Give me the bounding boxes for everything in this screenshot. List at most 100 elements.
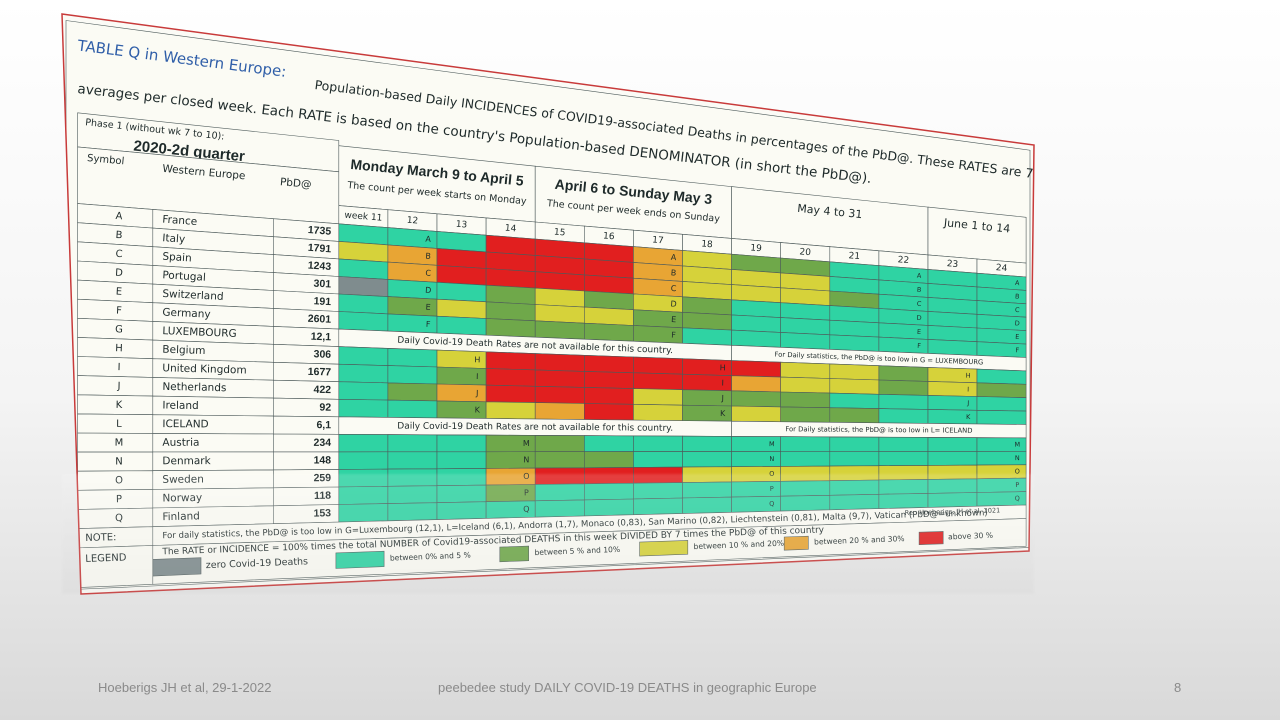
rate-cell [682, 389, 732, 407]
rate-cell [583, 290, 634, 311]
rate-cell [534, 353, 585, 372]
row-marker: C [671, 284, 678, 293]
row-symbol: D [115, 268, 124, 279]
row-pbd: 306 [313, 348, 331, 361]
rate-cell [338, 241, 389, 263]
rate-cell [633, 388, 683, 406]
row-country: Denmark [162, 455, 211, 467]
rate-cell [927, 339, 978, 356]
week-label: 24 [995, 263, 1007, 274]
week-label: 12 [406, 216, 418, 227]
rate-cell [976, 409, 1027, 425]
row-marker: B [917, 286, 922, 294]
week-label: 22 [897, 255, 909, 266]
rate-cell [583, 306, 634, 326]
rate-cell [731, 360, 782, 378]
row-pbd: 148 [314, 454, 332, 466]
row-marker: N [1015, 454, 1020, 462]
row-marker: B [671, 268, 677, 277]
rate-cell [338, 433, 389, 453]
week-label: 21 [848, 251, 860, 262]
rate-cell [731, 329, 782, 348]
rate-cell [829, 407, 880, 424]
row-symbol: B [115, 230, 123, 241]
rate-cell [878, 408, 929, 424]
row-country: Germany [162, 307, 211, 321]
rate-cell [436, 383, 487, 403]
row-pbd: 6,1 [316, 419, 331, 431]
row-marker: F [426, 320, 431, 329]
week-label: 23 [946, 259, 958, 270]
row-marker: I [476, 372, 479, 381]
row-na-right-text: For Daily statistics, the PbD@ is too lo… [785, 425, 972, 435]
rate-cell [583, 387, 634, 405]
row-marker: E [425, 303, 431, 312]
row-marker: K [475, 405, 481, 414]
row-marker: K [720, 409, 726, 418]
rate-cell [682, 327, 732, 346]
rate-cell [534, 320, 585, 340]
rate-cell [780, 376, 831, 394]
row-marker: N [769, 455, 774, 463]
rate-cell [338, 293, 389, 315]
row-marker: H [966, 372, 971, 380]
rate-cell [829, 392, 880, 409]
rate-cell [780, 451, 831, 467]
rate-cell [682, 373, 732, 392]
rate-cell [927, 395, 978, 411]
rate-cell [338, 363, 389, 384]
row-symbol-cell [77, 413, 154, 434]
rate-cell [583, 371, 634, 389]
rate-cell [878, 379, 929, 396]
rate-cell [780, 361, 831, 379]
row-pbd: 2601 [308, 313, 332, 326]
rate-cell [534, 435, 585, 453]
rate-cell [436, 434, 487, 453]
rate-cell [387, 348, 438, 368]
row-marker: D [1015, 319, 1020, 327]
rate-cell [976, 368, 1027, 385]
rate-cell [878, 436, 929, 452]
rate-cell [485, 351, 536, 371]
row-marker: M [523, 439, 530, 448]
rate-cell [387, 451, 438, 470]
rate-cell [682, 311, 732, 331]
row-marker: C [425, 269, 432, 278]
row-marker: E [917, 328, 922, 336]
rate-cell [338, 258, 389, 280]
row-marker: M [1014, 441, 1020, 449]
rate-cell [534, 271, 585, 292]
rate-cell [534, 402, 585, 420]
row-marker: N [523, 455, 529, 464]
rate-cell [976, 382, 1027, 399]
rate-cell [633, 451, 683, 468]
period-header-4 [927, 206, 1027, 264]
rate-cell [485, 384, 536, 403]
row-symbol: A [115, 211, 123, 222]
row-marker: D [425, 286, 432, 295]
rate-cell [829, 363, 880, 381]
week-label: 13 [455, 220, 467, 231]
week-label: 16 [603, 231, 615, 242]
row-marker: F [671, 331, 676, 340]
rate-cell [829, 451, 880, 467]
row-country: Italy [162, 232, 186, 246]
rate-cell [829, 378, 880, 395]
row-country: Spain [162, 251, 192, 265]
rate-cell [682, 435, 732, 452]
row-country: ICELAND [162, 418, 208, 430]
photo-reflection [62, 474, 1034, 594]
row-pbd: 92 [319, 402, 331, 414]
rate-cell [731, 314, 782, 333]
rate-cell [780, 317, 831, 336]
week-label: 15 [554, 228, 566, 239]
row-symbol: H [115, 343, 123, 354]
week-label: 19 [750, 243, 762, 254]
rate-cell [878, 393, 929, 410]
rate-cell [534, 451, 585, 469]
rate-cell [633, 356, 683, 375]
rate-cell [583, 274, 634, 295]
row-marker: F [1015, 346, 1019, 354]
row-pbd: 1677 [308, 366, 332, 379]
week-label: 14 [504, 224, 516, 235]
